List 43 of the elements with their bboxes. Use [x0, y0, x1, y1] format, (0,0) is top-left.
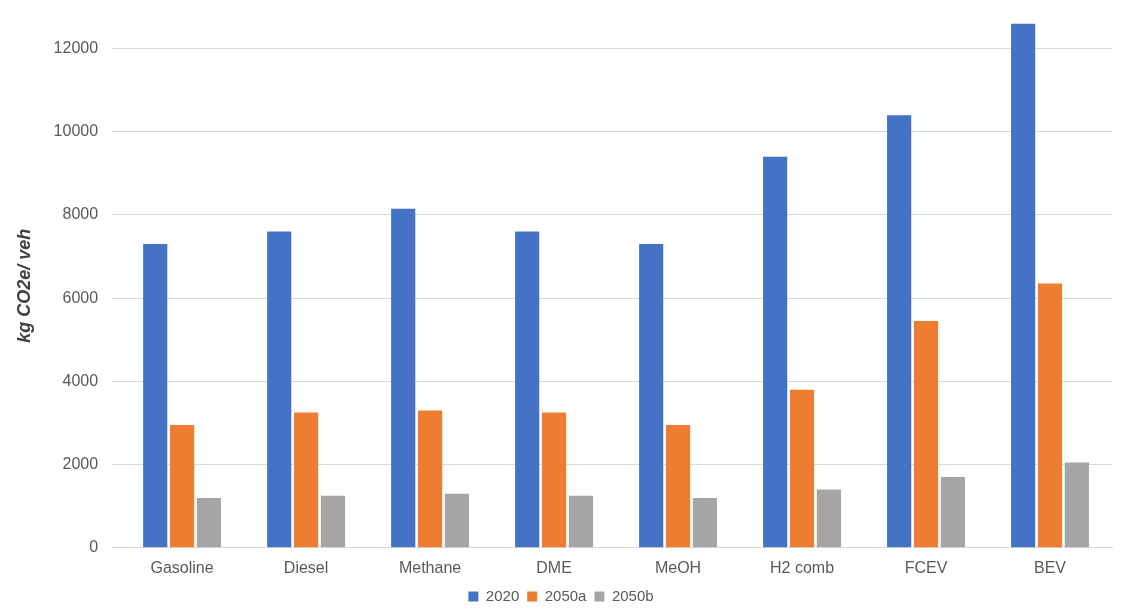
- bar: [391, 208, 416, 548]
- bar: [267, 231, 292, 548]
- y-tick-label: 10000: [53, 122, 99, 140]
- bar: [940, 477, 965, 548]
- bar: [417, 410, 443, 548]
- bar: [143, 244, 168, 548]
- bar: [816, 489, 841, 548]
- x-tick-label: FCEV: [904, 558, 948, 576]
- legend-label: 2050b: [611, 586, 654, 604]
- x-tick-label: MeOH: [654, 558, 702, 576]
- y-tick-label: 12000: [53, 38, 99, 56]
- y-tick-label: 8000: [62, 205, 99, 223]
- bar: [444, 493, 470, 548]
- y-axis-title: kg CO2e/ veh: [13, 228, 34, 343]
- bar: [1064, 462, 1089, 548]
- bar: [1037, 283, 1063, 548]
- bar: [665, 425, 691, 548]
- bar: [293, 412, 319, 548]
- y-tick-label: 4000: [62, 371, 99, 389]
- bar: [320, 495, 346, 548]
- bar: [692, 497, 717, 548]
- y-tick-label: 6000: [62, 288, 99, 306]
- y-tick-label: 0: [89, 538, 99, 556]
- x-tick-label: H2 comb: [770, 558, 835, 576]
- bar: [913, 321, 939, 548]
- bar: [568, 495, 594, 548]
- x-tick-label: Diesel: [283, 558, 329, 576]
- bar: [170, 425, 195, 548]
- bar: [763, 156, 788, 548]
- bar: [515, 231, 540, 548]
- x-tick-label: DME: [536, 558, 572, 576]
- bar: [1011, 23, 1036, 548]
- bar: [196, 497, 222, 548]
- legend-label: 2020: [485, 586, 520, 604]
- x-tick-label: Methane: [398, 558, 462, 576]
- x-tick-label: Gasoline: [150, 558, 214, 576]
- bar: [887, 115, 912, 548]
- bar: [639, 244, 664, 548]
- bar: [541, 412, 567, 548]
- y-tick-label: 2000: [62, 455, 99, 472]
- x-tick-label: BEV: [1034, 558, 1067, 576]
- bar: [789, 389, 815, 548]
- legend-label: 2050a: [544, 586, 588, 604]
